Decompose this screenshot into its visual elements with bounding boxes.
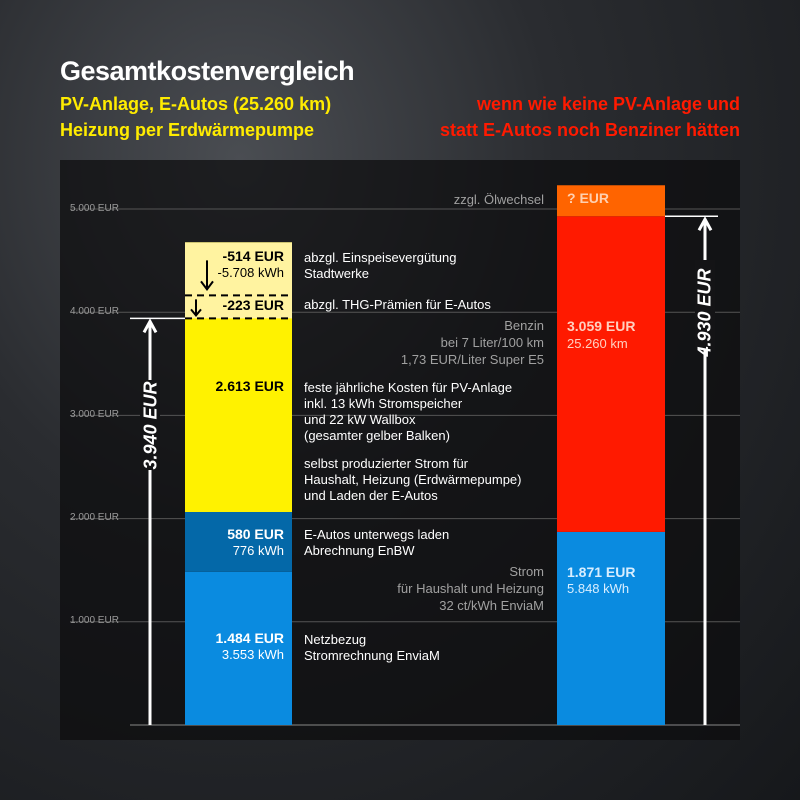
subtitle-1: PV-Anlage, E-Autos (25.260 km): [60, 94, 332, 114]
deduction-1-desc: Stadtwerke: [304, 266, 370, 281]
left-total-label: 3.940 EUR: [140, 381, 161, 470]
strom-desc: Strom: [509, 564, 544, 579]
y-tick-label: 3.000 EUR: [70, 409, 119, 420]
eauto-sub: 776 kWh: [232, 543, 284, 558]
benzin-desc: Benzin: [504, 318, 544, 333]
eauto-desc: E-Autos unterwegs laden: [304, 527, 450, 542]
bar-segment-netzbezug: [185, 571, 292, 725]
eauto-value: 580 EUR: [227, 526, 284, 542]
compare-text-1: wenn wie keine PV-Anlage und: [476, 94, 740, 114]
y-tick-label: 2.000 EUR: [70, 512, 119, 523]
bar-segment-benzin: [557, 216, 665, 532]
y-tick-label: 1.000 EUR: [70, 615, 119, 626]
label-gap: [140, 380, 160, 470]
deduction-1-desc: abzgl. Einspeisevergütung: [304, 250, 457, 265]
pv-desc: inkl. 13 kWh Stromspeicher: [304, 396, 463, 411]
netz-value: 1.484 EUR: [215, 630, 284, 646]
pv-value: 2.613 EUR: [215, 378, 284, 394]
strom-sub: 5.848 kWh: [567, 581, 630, 596]
pv-desc: Haushalt, Heizung (Erdwärmepumpe): [304, 472, 522, 487]
netz-desc: Stromrechnung EnviaM: [304, 648, 440, 663]
deduction-segment: [185, 242, 292, 319]
right-total-label: 4.930 EUR: [694, 268, 715, 357]
pv-desc: (gesamter gelber Balken): [304, 428, 450, 443]
netz-sub: 3.553 kWh: [221, 647, 284, 662]
benzin-value: 3.059 EUR: [567, 318, 636, 334]
deduction-1-value: -514 EUR: [222, 248, 284, 264]
pv-desc: feste jährliche Kosten für PV-Anlage: [304, 380, 513, 395]
y-tick-label: 5.000 EUR: [70, 203, 119, 214]
down-arrow-icon: [190, 299, 202, 317]
pv-desc: und Laden der E-Autos: [304, 488, 438, 503]
bar-segment-e-autos-unterwegs-laden: [185, 511, 292, 572]
page-title: Gesamtkostenvergleich: [60, 56, 355, 86]
bar-segment-strom: [557, 531, 665, 725]
bar-segment--lwechsel: [557, 185, 665, 217]
down-arrow-icon: [200, 260, 214, 292]
strom-desc: für Haushalt und Heizung: [397, 581, 544, 596]
oil-value: ? EUR: [567, 190, 609, 206]
strom-value: 1.871 EUR: [567, 564, 636, 580]
strom-desc: 32 ct/kWh EnviaM: [439, 598, 544, 613]
deduction-1-sub: -5.708 kWh: [217, 265, 284, 280]
deduction-2-desc: abzgl. THG-Prämien für E-Autos: [304, 297, 491, 312]
benzin-desc: 1,73 EUR/Liter Super E5: [400, 352, 544, 367]
y-tick-label: 4.000 EUR: [70, 306, 119, 317]
netz-desc: Netzbezug: [304, 632, 367, 647]
subtitle-2: Heizung per Erdwärmepumpe: [60, 120, 315, 140]
benzin-desc: bei 7 Liter/100 km: [440, 335, 544, 350]
deduction-2-value: -223 EUR: [222, 297, 284, 313]
compare-text-2: statt E-Autos noch Benziner hätten: [439, 120, 740, 140]
eauto-desc: Abrechnung EnBW: [304, 543, 415, 558]
pv-desc: und 22 kW Wallbox: [304, 412, 416, 427]
oil-desc: zzgl. Ölwechsel: [453, 192, 544, 207]
label-gap: [695, 260, 715, 350]
pv-desc: selbst produzierter Strom für: [304, 456, 469, 471]
benzin-sub: 25.260 km: [567, 336, 628, 351]
